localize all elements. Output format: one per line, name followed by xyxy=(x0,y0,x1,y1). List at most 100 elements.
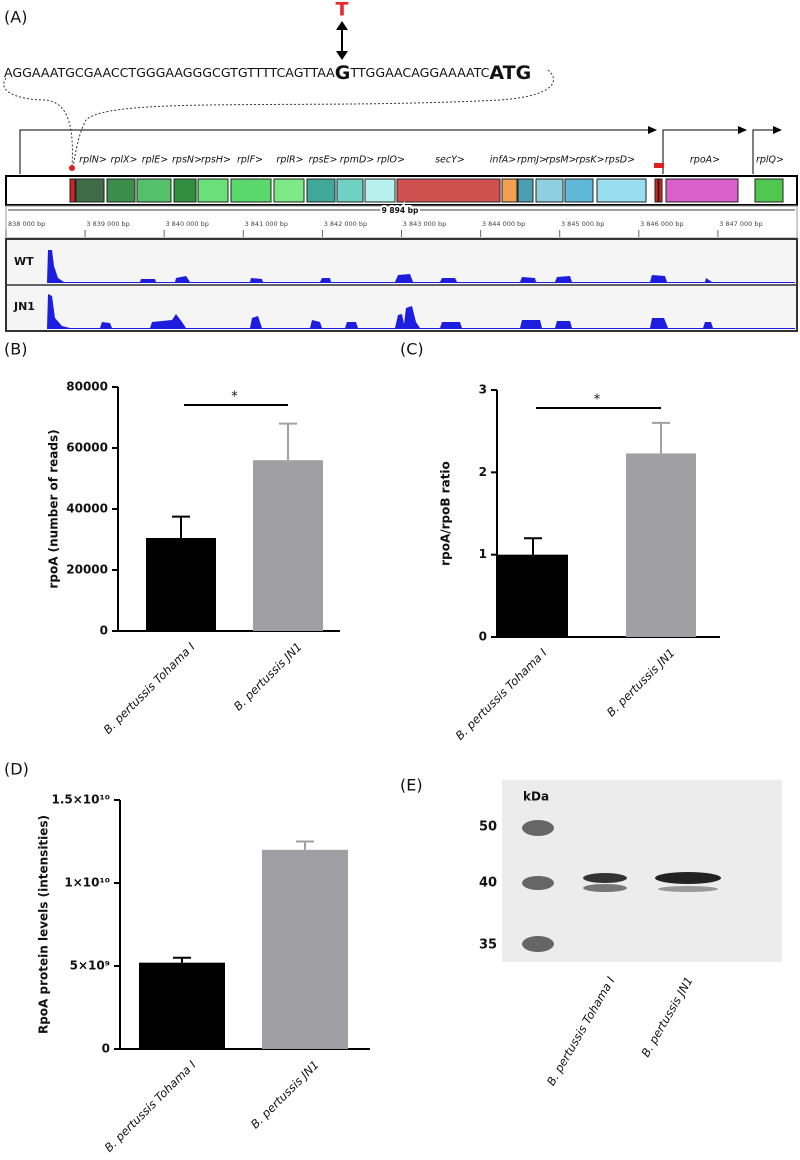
gene-label: rpsM> xyxy=(545,155,576,166)
marker-label: 35 xyxy=(479,938,497,953)
blot-band xyxy=(583,884,627,892)
gene-label: rpsN> xyxy=(172,155,202,166)
sequence-part: G xyxy=(335,62,351,84)
gene-label: rplN> xyxy=(79,155,107,166)
y-tick-label: 20000 xyxy=(66,563,108,577)
gene-label: rplR> xyxy=(276,155,303,166)
sequence-part: ATG xyxy=(489,62,531,84)
bar xyxy=(626,453,696,637)
ruler-label: 3 847 000 bp xyxy=(719,220,762,228)
gene-label: rpsD> xyxy=(605,155,635,166)
arrow-head xyxy=(773,126,782,134)
gene-label: rplQ> xyxy=(756,155,784,166)
panel-label: (E) xyxy=(400,776,423,795)
gene-label: rpmD> xyxy=(340,155,374,166)
ruler-label: 3 842 000 bp xyxy=(324,220,367,228)
error-bar xyxy=(173,956,191,963)
arrow-head xyxy=(336,21,348,30)
y-axis-label: rpoA (number of reads) xyxy=(47,429,61,588)
gene-label: rpsE> xyxy=(309,155,338,166)
y-tick-label: 2 xyxy=(479,465,487,479)
gene-block xyxy=(564,178,594,203)
y-tick-label: 5×10⁹ xyxy=(70,959,110,973)
blot xyxy=(502,780,782,962)
track-label: JN1 xyxy=(13,300,35,313)
lane-label: B. pertussis JN1 xyxy=(638,974,695,1059)
bar xyxy=(498,554,568,637)
error-bar xyxy=(652,421,670,454)
panel-label: (C) xyxy=(400,340,424,359)
gene-block xyxy=(754,178,784,203)
gene-block xyxy=(75,178,105,203)
sequence-part: AGGAAATGCGAACCTGGGAAGGGCGTGTTTTCAGTTAA xyxy=(4,65,335,80)
marker-label: 50 xyxy=(479,820,497,835)
y-tick-label: 1.5×10¹⁰ xyxy=(51,793,110,807)
dotted-link xyxy=(3,77,73,169)
y-tick-label: 40000 xyxy=(66,502,108,516)
gene-block xyxy=(665,178,739,203)
bar xyxy=(253,460,323,631)
y-tick-label: 0 xyxy=(100,624,108,638)
unit: kDa xyxy=(523,790,549,804)
red-marker xyxy=(654,163,664,168)
y-tick-label: 1×10¹⁰ xyxy=(64,876,110,890)
ruler-label: 3 840 000 bp xyxy=(165,220,208,228)
gene-label: rplE> xyxy=(142,155,169,166)
gene-block xyxy=(173,178,197,203)
gene-block xyxy=(364,178,396,203)
gene-label: rplO> xyxy=(377,155,405,166)
gene-block xyxy=(517,178,534,203)
gene-block xyxy=(336,178,364,203)
error-bar xyxy=(296,840,314,850)
x-tick-label: B. pertussis JN1 xyxy=(248,1058,322,1132)
ruler-label: 3 843 000 bp xyxy=(403,220,446,228)
arrow-head xyxy=(738,126,747,134)
x-tick-label: B. pertussis Tohama I xyxy=(453,645,550,742)
gene-block xyxy=(273,178,305,203)
gene-label: secY> xyxy=(435,155,465,166)
gene-block xyxy=(396,178,501,203)
y-tick-label: 3 xyxy=(479,383,487,397)
gene-block xyxy=(501,178,518,203)
gene-block xyxy=(230,178,272,203)
gene-block xyxy=(197,178,229,203)
gene-block xyxy=(658,178,663,203)
operon-arrow xyxy=(752,129,775,174)
marker-label: 40 xyxy=(479,876,497,891)
gene-label: rpsK> xyxy=(575,155,604,166)
bar xyxy=(146,537,216,631)
bar xyxy=(139,962,225,1049)
mutation: T xyxy=(336,0,349,21)
error-bar xyxy=(172,515,190,538)
y-tick-label: 0 xyxy=(479,630,487,644)
ladder-band xyxy=(522,876,554,890)
gene-label: rplF> xyxy=(237,155,263,166)
error-bar xyxy=(279,422,297,461)
gene-block xyxy=(69,178,76,203)
y-tick-label: 1 xyxy=(479,547,487,561)
blot-band xyxy=(655,872,721,884)
gene-block xyxy=(596,178,647,203)
arrow-head xyxy=(648,126,657,134)
ruler-label: 3 844 000 bp xyxy=(482,220,525,228)
blot-band xyxy=(583,873,627,883)
operon-arrow xyxy=(19,129,650,174)
gene-label: rpmJ> xyxy=(517,155,547,166)
x-tick-label: B. pertussis JN1 xyxy=(231,640,305,714)
red-marker xyxy=(69,165,75,171)
ruler: 838 000 bp 3 839 000 bp 3 840 000 bp 3 841 … xyxy=(5,220,763,237)
error-bar xyxy=(524,537,542,555)
gene-label: rplX> xyxy=(110,155,137,166)
gene-block xyxy=(535,178,564,203)
ladder-band xyxy=(522,820,554,836)
y-tick-label: 0 xyxy=(102,1042,110,1056)
significance: * xyxy=(594,393,601,408)
dotted-link xyxy=(72,69,555,169)
gene-block xyxy=(654,178,659,203)
ruler-label: 3 841 000 bp xyxy=(245,220,288,228)
ladder-band xyxy=(522,936,554,952)
lane-label: B. pertussis Tohama I xyxy=(544,974,618,1088)
sequence: AGGAAATGCGAACCTGGGAAGGGCGTGTTTTCAGTTAAGT… xyxy=(4,62,531,84)
blot-band xyxy=(658,886,718,892)
